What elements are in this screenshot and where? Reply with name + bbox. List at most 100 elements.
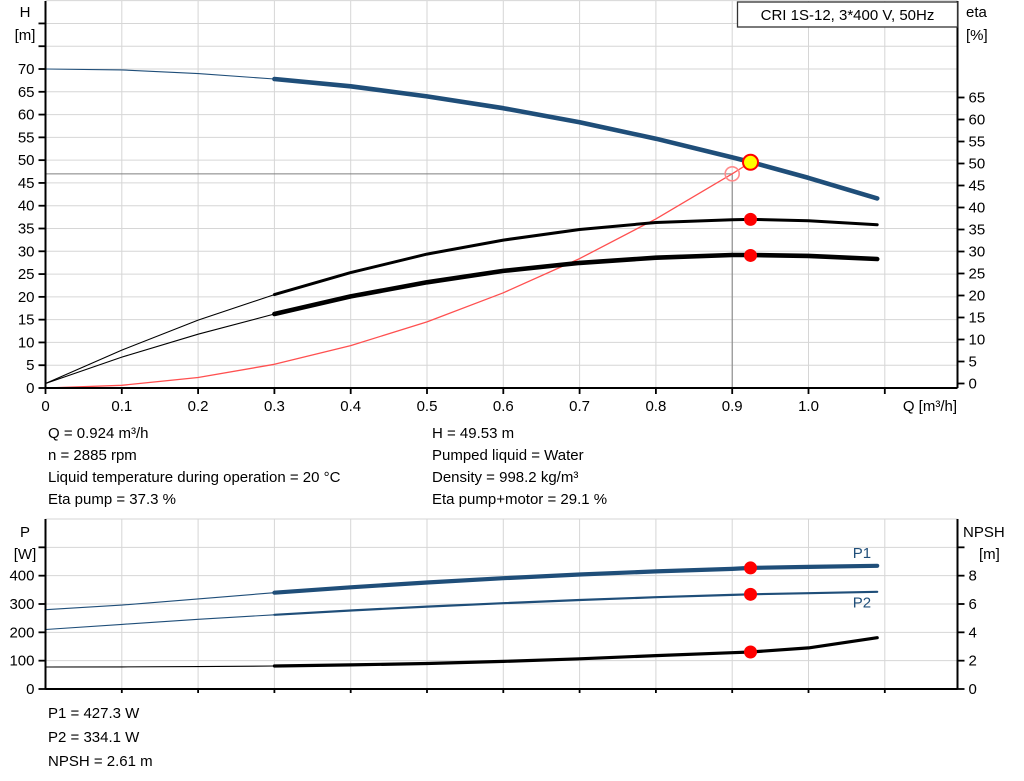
series-pump-curve-h: [45, 68, 880, 201]
info-bottom-block: P1 = 427.3 W P2 = 334.1 W NPSH = 2.61 m: [48, 702, 153, 774]
tick-label: 6: [969, 596, 977, 613]
axis-titles: P [W] NPSH [m]: [14, 524, 1005, 563]
tick-label: 50: [18, 152, 35, 169]
tick-label: 15: [18, 312, 35, 329]
tick-label: 0.5: [417, 398, 438, 415]
duty-crosshair: [45, 173, 733, 388]
right-axis-title: NPSH: [963, 524, 1005, 541]
eta-pump-point: [744, 212, 758, 226]
tick-labels: 0 5 10 15 20 25 30 35 40 45 50 55 60 65 70 0 5 10 15 20 25 30…: [18, 61, 985, 415]
tick-label: 0.9: [722, 398, 743, 415]
info-npsh: NPSH = 2.61 m: [48, 753, 153, 770]
series-label-p1: P1: [853, 545, 871, 562]
tick-label: 200: [9, 624, 34, 641]
series-label: P2: [853, 595, 871, 612]
series-label: P1: [853, 545, 871, 562]
tick-label: 5: [969, 354, 977, 371]
tick-label: 30: [969, 244, 986, 261]
tick-label: 65: [969, 90, 986, 107]
tick-label: 0.8: [645, 398, 666, 415]
tick-label: 5: [26, 357, 34, 374]
tick-label: 0: [969, 681, 977, 698]
tick-label: 45: [969, 178, 986, 195]
info-eta-pump-motor: Eta pump+motor = 29.1 %: [432, 491, 608, 508]
tick-label: 0.6: [493, 398, 514, 415]
tick-label: 20: [969, 288, 986, 305]
tick-label: 60: [18, 107, 35, 124]
right-axis-title: eta: [966, 4, 988, 21]
left-axis-title: [W]: [14, 546, 37, 563]
chart-title: CRI 1S-12, 3*400 V, 50Hz: [761, 7, 935, 24]
series-system-curve: [45, 161, 751, 389]
info-p1: P1 = 427.3 W: [48, 705, 140, 722]
tick-label: 0.1: [111, 398, 132, 415]
info-top-left-column: Q = 0.924 m³/h n = 2885 rpm Liquid tempe…: [48, 423, 340, 511]
tick-label: 20: [18, 289, 35, 306]
title-box: CRI 1S-12, 3*400 V, 50Hz: [736, 1, 959, 28]
axis-titles: H [m] eta [%]: [15, 4, 988, 44]
tick-label: 4: [969, 624, 977, 641]
tick-label: 35: [969, 222, 986, 239]
tick-label: 0.2: [188, 398, 209, 415]
info-density: Density = 998.2 kg/m³: [432, 469, 579, 486]
operating-point-marker[interactable]: [742, 153, 760, 171]
gridlines: [45, 0, 958, 388]
tick-label: 8: [969, 568, 977, 585]
series-p2-curve: [45, 590, 879, 631]
tick-label: 40: [969, 200, 986, 217]
tick-label: 300: [9, 596, 34, 613]
tick-label: 15: [969, 310, 986, 327]
axes: [38, 519, 965, 693]
tick-label: 1.0: [798, 398, 819, 415]
tick-label: 10: [969, 332, 986, 349]
right-axis-title: [m]: [979, 546, 1000, 563]
info-head: H = 49.53 m: [432, 425, 515, 442]
series-eta-pump: [45, 217, 879, 385]
npsh-point: [744, 645, 758, 659]
left-axis-title: H: [20, 4, 31, 21]
tick-label: 55: [18, 129, 35, 146]
series-p1-curve: [45, 563, 880, 611]
left-axis-title: [m]: [15, 27, 36, 44]
tick-label: 60: [969, 112, 986, 129]
tick-label: 0.3: [264, 398, 285, 415]
tick-label: 40: [18, 198, 35, 215]
eta-pump-motor-point: [744, 248, 758, 262]
info-p2: P2 = 334.1 W: [48, 729, 140, 746]
tick-label: 0.7: [569, 398, 590, 415]
tick-label: 0: [41, 398, 49, 415]
series-eta-pump-motor: [45, 252, 880, 385]
tick-labels: 0 100 200 300 400 0 2 4 6 8: [9, 568, 976, 698]
markers[interactable]: [724, 153, 760, 262]
info-eta-pump: Eta pump = 37.3 %: [48, 491, 176, 508]
p2-point: [744, 587, 758, 601]
tick-label: 2: [969, 653, 977, 670]
tick-label: 25: [969, 266, 986, 283]
tick-label: 50: [969, 156, 986, 173]
tick-label: 0.4: [340, 398, 361, 415]
duty-point-marker[interactable]: [724, 166, 741, 182]
tick-label: 0: [26, 681, 34, 698]
right-axis-title: [%]: [966, 27, 988, 44]
tick-label: 65: [18, 84, 35, 101]
power-npsh-chart[interactable]: 0 100 200 300 400 0 2 4 6 8 P [W] NPSH [m] P1 P2: [0, 515, 1024, 715]
hq-eta-chart[interactable]: 0 5 10 15 20 25 30 35 40 45 50 55 60 65 70 0 5 10 15 20 25 30…: [0, 0, 1024, 418]
tick-label: 30: [18, 243, 35, 260]
x-axis-label: Q [m³/h]: [903, 398, 957, 415]
tick-label: 70: [18, 61, 35, 78]
info-speed: n = 2885 rpm: [48, 447, 137, 464]
tick-label: 10: [18, 334, 35, 351]
tick-label: 35: [18, 221, 35, 238]
info-pumped-liquid: Pumped liquid = Water: [432, 447, 584, 464]
tick-label: 100: [9, 653, 34, 670]
series-label-p2: P2: [853, 595, 871, 612]
tick-label: 0: [26, 380, 34, 397]
tick-label: 45: [18, 175, 35, 192]
tick-label: 400: [9, 568, 34, 585]
p1-point: [744, 561, 758, 575]
axes: [38, 1, 965, 394]
info-liquid-temp: Liquid temperature during operation = 20…: [48, 469, 341, 486]
tick-label: 55: [969, 134, 986, 151]
markers[interactable]: [744, 561, 758, 659]
